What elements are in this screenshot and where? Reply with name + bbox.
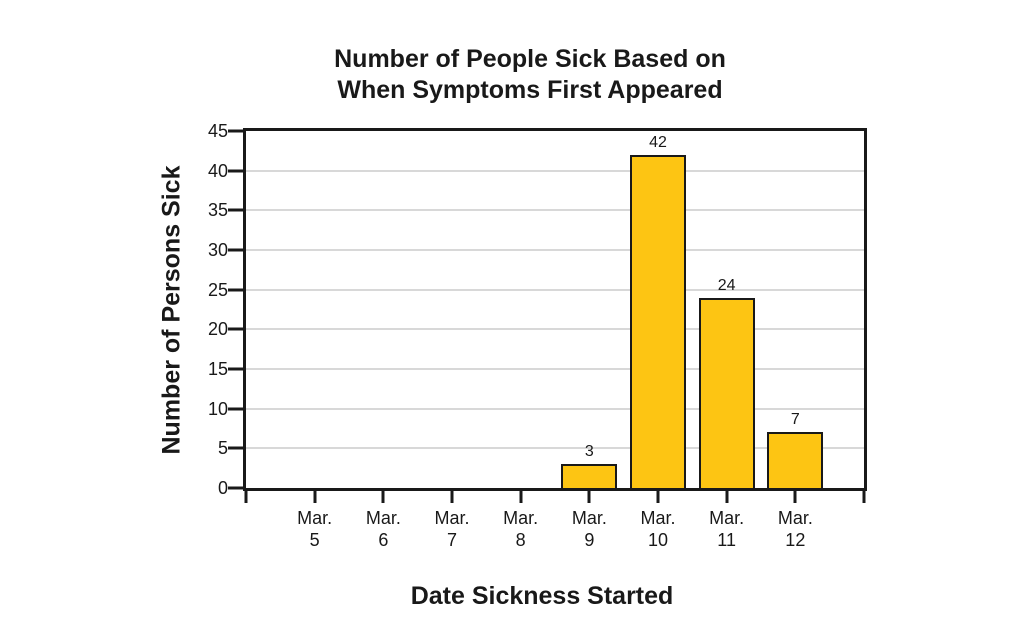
gridline <box>246 328 864 331</box>
y-axis-tick-label: 15 <box>207 359 228 379</box>
x-tick-label-month: Mar. <box>434 508 470 528</box>
x-axis-tick-label: Mar. 10 <box>640 507 675 551</box>
plot-area: 0 5 10 15 20 25 30 35 40 45 3 42 24 7 Mar. 5 Mar. 6 Mar.… <box>208 122 867 550</box>
y-axis-tick <box>228 288 243 292</box>
chart-title-line-2: When Symptoms First Appeared <box>337 76 723 104</box>
x-axis-tick <box>725 491 729 503</box>
bar-value-label: 3 <box>584 443 594 461</box>
x-tick-label-month: Mar. <box>365 508 401 528</box>
bar-value-label: 42 <box>649 133 667 151</box>
gridline <box>246 249 864 251</box>
y-axis-tick <box>228 327 243 331</box>
y-axis-tick-label: 5 <box>217 438 228 459</box>
y-axis-tick <box>228 208 243 212</box>
x-axis-tick <box>862 491 866 503</box>
x-tick-label-day: 7 <box>446 530 458 550</box>
y-axis-tick-label: 0 <box>217 478 228 498</box>
x-axis-tick-label: Mar. 11 <box>709 507 744 551</box>
x-axis-tick <box>519 491 523 503</box>
x-tick-label-month: Mar. <box>640 508 676 528</box>
x-axis-tick <box>244 491 248 503</box>
bar: 7 <box>767 411 824 488</box>
y-axis-tick <box>228 248 243 252</box>
gridline <box>246 368 864 370</box>
y-axis-tick <box>228 367 243 371</box>
x-axis-tick <box>587 491 591 503</box>
x-axis-tick <box>793 491 797 503</box>
bar: 3 <box>561 443 618 488</box>
gridline <box>246 169 864 172</box>
y-axis-tick <box>228 129 243 133</box>
x-axis-tick <box>313 491 317 503</box>
x-axis-tick <box>450 491 454 503</box>
y-axis-tick-label: 30 <box>207 240 228 260</box>
x-tick-label-day: 8 <box>515 530 526 550</box>
y-axis-title: Number of Persons Sick <box>157 165 186 455</box>
x-tick-label-month: Mar. <box>709 508 745 528</box>
y-axis-tick-label: 25 <box>207 279 228 300</box>
x-axis-tick-label: Mar. 7 <box>434 507 469 551</box>
gridline <box>246 447 864 450</box>
bar-value-label: 24 <box>717 276 736 294</box>
x-tick-label-day: 10 <box>647 530 669 550</box>
y-axis-tick-label: 10 <box>207 398 228 419</box>
x-axis-tick-label: Mar. 5 <box>297 507 332 551</box>
bar-value-label: 7 <box>790 411 800 429</box>
y-axis-tick <box>228 407 243 411</box>
x-axis-tick-label: Mar. 9 <box>572 507 607 551</box>
y-axis-tick <box>228 486 243 490</box>
y-axis-tick-label: 20 <box>207 319 228 340</box>
gridline <box>246 407 864 410</box>
x-axis-tick-label: Mar. 6 <box>366 507 401 551</box>
bar: 42 <box>630 134 686 488</box>
x-tick-label-day: 12 <box>785 530 806 550</box>
x-axis-tick-label: Mar. 12 <box>778 507 813 551</box>
x-axis-tick <box>656 491 660 503</box>
y-axis-tick <box>228 446 243 450</box>
y-axis-tick-label: 45 <box>207 121 228 141</box>
x-axis-tick-label: Mar. 8 <box>503 507 538 551</box>
x-tick-label-day: 5 <box>309 530 320 550</box>
x-tick-label-month: Mar. <box>777 508 813 528</box>
y-axis-tick-label: 40 <box>207 160 228 181</box>
x-tick-label-month: Mar. <box>571 508 607 528</box>
chart-title: Number of People Sick Based on When Symp… <box>334 44 726 106</box>
x-tick-label-day: 9 <box>584 530 595 550</box>
y-axis-tick <box>228 169 243 173</box>
gridline <box>246 209 864 212</box>
x-axis-title: Date Sickness Started <box>410 582 674 610</box>
x-tick-label-month: Mar. <box>297 508 333 528</box>
x-axis-tick <box>381 491 385 503</box>
chart-title-line-1: Number of People Sick Based on <box>334 45 726 73</box>
x-tick-label-day: 6 <box>378 530 389 550</box>
gridline <box>246 288 864 291</box>
y-axis-tick-label: 35 <box>207 200 228 221</box>
x-tick-label-month: Mar. <box>503 508 539 528</box>
x-tick-label-day: 11 <box>717 530 736 550</box>
bar: 24 <box>698 277 755 488</box>
